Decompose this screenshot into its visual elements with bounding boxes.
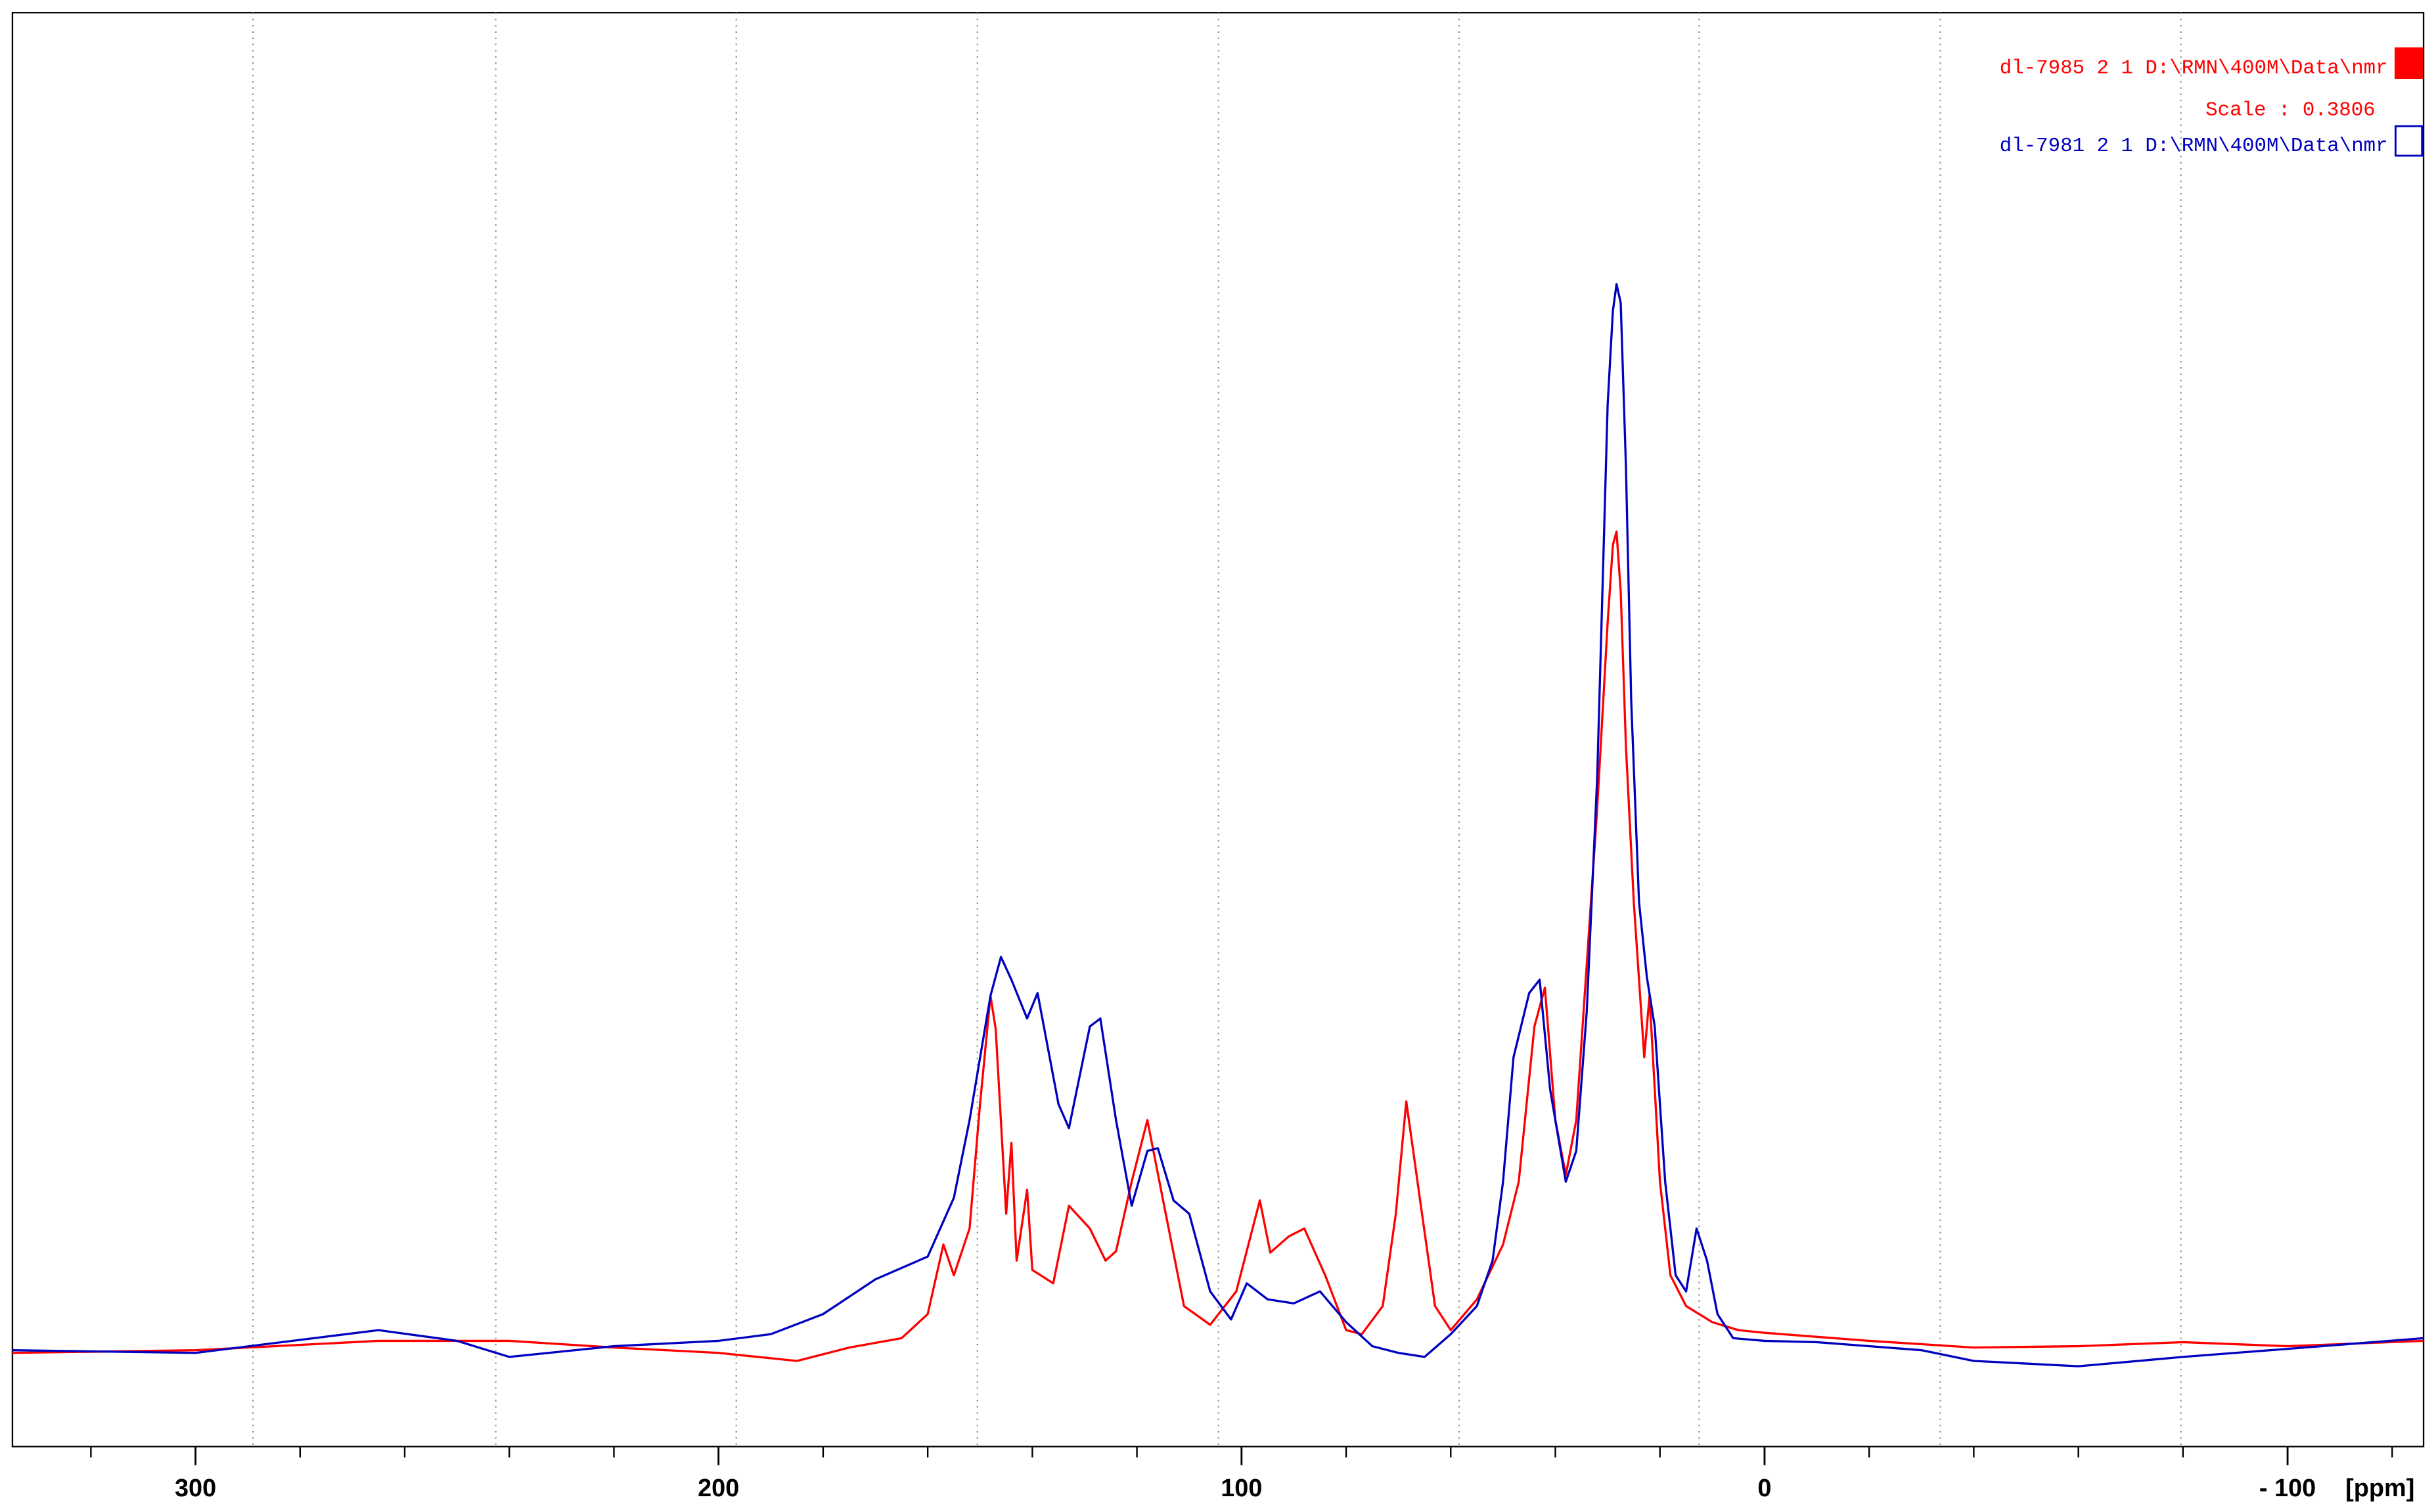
legend-swatch: [2395, 47, 2424, 79]
x-tick-label: - 100: [2259, 1475, 2316, 1502]
legend-swatch: [2395, 125, 2424, 157]
x-tick-label: 100: [1221, 1475, 1262, 1502]
x-axis-label: [ppm]: [2345, 1475, 2414, 1502]
legend-label: dl-7985 2 1 D:\RMN\400M\Data\nmr: [2000, 57, 2388, 80]
plot-frame: [11, 12, 2425, 1448]
scale-label: Scale : 0.3806: [2205, 99, 2375, 122]
spectrum-line: [12, 282, 2424, 1367]
legend-label: dl-7981 2 1 D:\RMN\400M\Data\nmr: [2000, 135, 2388, 158]
x-tick-label: 200: [698, 1475, 739, 1502]
x-tick-label: 300: [175, 1475, 216, 1502]
x-tick-label: 0: [1757, 1475, 1771, 1502]
spectrum-line: [12, 530, 2424, 1362]
